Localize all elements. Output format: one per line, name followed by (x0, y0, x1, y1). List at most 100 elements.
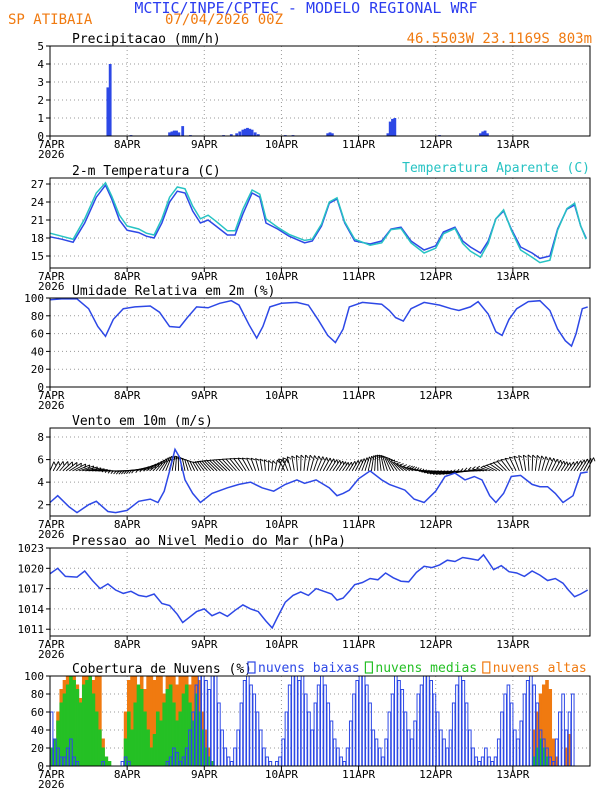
cloud-mid-bar (62, 693, 67, 767)
cloud-mid-bar (85, 680, 89, 767)
cloud-low-bar (439, 729, 443, 767)
wind-barb-head (449, 469, 452, 474)
wind-barb-head (314, 455, 318, 460)
cloud-low-bar (281, 738, 286, 767)
wind-xtick-label: 8APR (114, 518, 141, 531)
cloud-mid-bar (127, 711, 131, 767)
wind-barb (184, 459, 189, 472)
wind-barb (551, 458, 558, 472)
precip-bar (108, 64, 112, 136)
temp-legend-1: Temperatura Aparente (C) (402, 161, 590, 176)
wind-barb (201, 460, 212, 472)
wind-barb (399, 464, 411, 472)
slp-xtick-label: 11APR (342, 638, 375, 651)
wind-barb (78, 465, 94, 472)
cloud-low-bar (307, 711, 311, 767)
cloud-mid-bar (81, 684, 86, 767)
wind-barb (62, 461, 73, 472)
wind-barb (155, 458, 167, 472)
slp-frame (49, 547, 591, 637)
wind-barb-head (527, 454, 532, 458)
wind-barb-head (286, 456, 291, 459)
cloud-mid-bar (181, 693, 186, 767)
wind-barb (306, 455, 311, 471)
temp-ytick-label: 24 (31, 196, 45, 209)
wind-ytick-label: 4 (37, 476, 44, 489)
cloud-mid-bar (168, 684, 173, 767)
slp-xtick-label: 10APR (265, 638, 298, 651)
cloud-mid-bar (75, 689, 80, 767)
wind-barb-head (318, 455, 322, 460)
cloud-low-bar (397, 680, 401, 767)
wind-barb (348, 461, 356, 472)
wind-barb (472, 468, 484, 472)
cloud-low-bar (329, 720, 334, 767)
cloud-low-bar (474, 756, 479, 767)
wind-barb-head (399, 463, 404, 466)
precip-bar (181, 126, 185, 136)
precip-bar (486, 133, 489, 136)
wind-barb (496, 460, 507, 472)
wind-barb (374, 455, 377, 471)
wind-barb-head (489, 462, 494, 465)
cloud-low-bar (262, 747, 266, 767)
cloud-low-bar (435, 711, 440, 767)
wind-barb-head (452, 469, 456, 474)
clouds-xtick-label: 13APR (496, 768, 529, 781)
cloud-mid-bar (88, 675, 93, 767)
precip-bar (328, 132, 332, 136)
precip-bar (388, 121, 392, 136)
wind-barb (316, 456, 324, 472)
wind-barb (143, 463, 157, 472)
wind-barb-head (278, 458, 283, 461)
wind-barb (388, 458, 398, 472)
wind-barb (291, 455, 295, 471)
cloud-low-bar (345, 747, 350, 767)
cloud-mid-bar (162, 702, 167, 767)
cloud-mid-bar (143, 711, 147, 767)
wind-barb (329, 459, 338, 472)
clouds-xtick-label: 10APR (265, 768, 298, 781)
wind-barb-head (403, 464, 408, 467)
cloud-low-bar (352, 693, 356, 767)
cloud-mid-bar (149, 747, 154, 767)
slp-xtick-label: 12APR (419, 638, 452, 651)
rh-xtick-label: 2026 (38, 399, 65, 412)
cloud-low-bar (326, 702, 331, 767)
precip-bar (391, 118, 394, 136)
cloud-low-bar (294, 675, 298, 767)
cloud-low-bar (268, 761, 273, 767)
wind-barb (82, 466, 98, 472)
wind-barb (303, 454, 307, 471)
wind-title: Vento em 10m (m/s) (72, 414, 213, 429)
cloud-low-bar (355, 680, 360, 767)
wind-barb-head (429, 470, 433, 475)
temp-ytick-label: 27 (31, 178, 44, 191)
wind-barb (579, 458, 588, 472)
wind-barb (361, 457, 368, 472)
wind-barb-head (276, 459, 281, 464)
cloud-low-bar (365, 684, 369, 767)
header-title: MCTIC/INPE/CPTEC - MODELO REGIONAL WRF (134, 0, 477, 17)
wind-barb-head (435, 470, 439, 475)
wind-barb (319, 457, 327, 472)
clouds-xtick-label: 12APR (419, 768, 452, 781)
wind-barb (335, 460, 344, 472)
wind-barb (199, 460, 208, 472)
cloud-low-bar (300, 675, 305, 767)
wind-barb (563, 462, 571, 472)
wind-barb-head (532, 454, 536, 459)
wind-barb-head (333, 458, 336, 463)
cloud-low-bar (348, 720, 353, 767)
cloud-low-bar (426, 675, 430, 767)
cloud-low-bar (226, 756, 231, 767)
wind-barb (274, 459, 278, 471)
wind-barb (85, 467, 102, 472)
precip-bar (235, 133, 239, 136)
wind-barb-head (115, 470, 120, 475)
cloud-low-bar (358, 675, 363, 767)
rh-xtick-label: 10APR (265, 389, 298, 402)
wind-barb (342, 462, 349, 472)
